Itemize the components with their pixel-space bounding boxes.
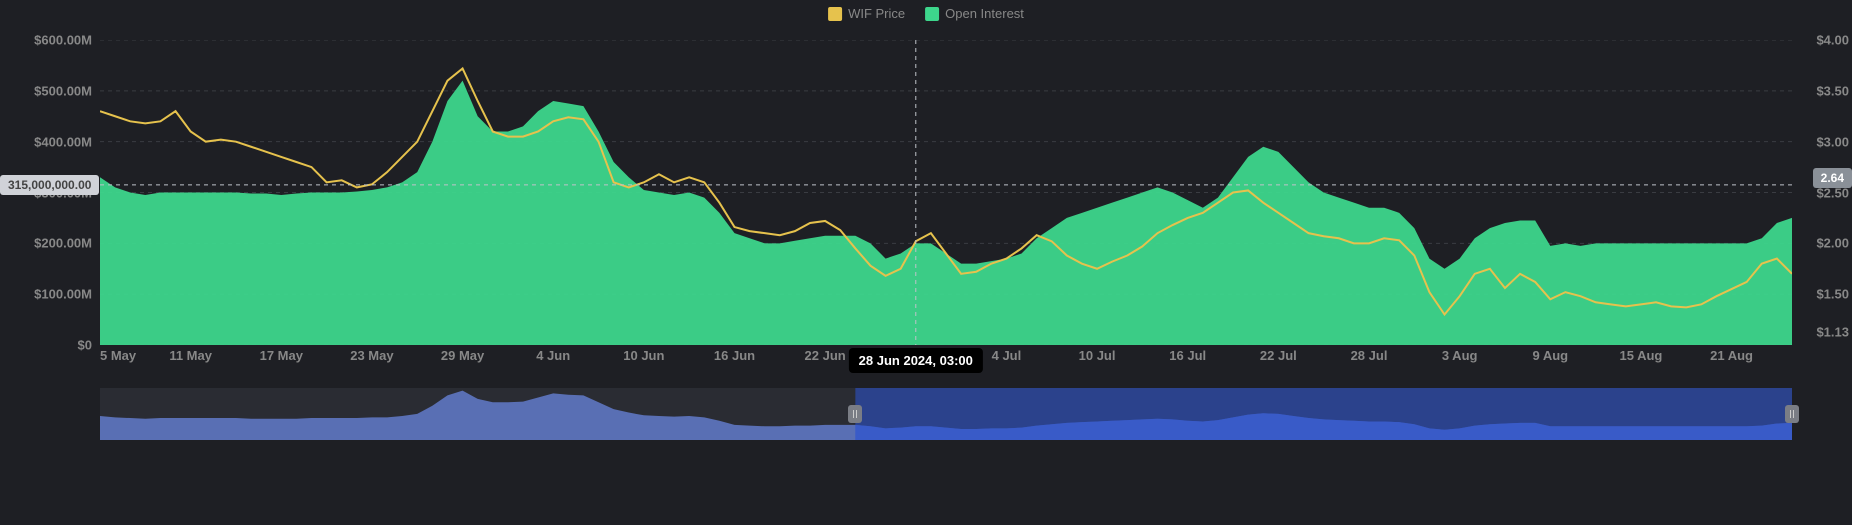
x-tick: 9 Aug	[1532, 348, 1568, 363]
x-tick: 29 May	[441, 348, 484, 363]
y-right-tick: $2.00	[1816, 236, 1849, 251]
navigator[interactable]	[100, 388, 1792, 440]
y-left-tick: $100.00M	[34, 287, 92, 302]
legend-item-price[interactable]: WIF Price	[828, 6, 905, 21]
y-left-tick: $500.00M	[34, 83, 92, 98]
x-tick: 10 Jun	[623, 348, 664, 363]
x-tick: 17 May	[260, 348, 303, 363]
navigator-handle-right[interactable]	[1785, 405, 1799, 423]
legend: WIF Price Open Interest	[828, 6, 1024, 21]
legend-label-oi: Open Interest	[945, 6, 1024, 21]
y-left-tick: $200.00M	[34, 236, 92, 251]
y-axis-right: $1.13$1.50$2.00$2.50$3.00$3.50$4.00	[1797, 40, 1852, 345]
y-right-tick: $1.13	[1816, 324, 1849, 339]
y-right-tick: $4.00	[1816, 33, 1849, 48]
y-left-tick: $400.00M	[34, 134, 92, 149]
x-tick: 23 May	[350, 348, 393, 363]
legend-swatch-oi	[925, 7, 939, 21]
legend-item-oi[interactable]: Open Interest	[925, 6, 1024, 21]
x-tick: 15 Aug	[1619, 348, 1662, 363]
x-tick: 21 Aug	[1710, 348, 1753, 363]
x-tick: 11 May	[169, 348, 212, 363]
y-right-tick: $1.50	[1816, 287, 1849, 302]
x-tick: 4 Jul	[992, 348, 1022, 363]
x-tick: 5 May	[100, 348, 136, 363]
x-tick: 16 Jul	[1169, 348, 1206, 363]
x-tick: 28 Jul	[1351, 348, 1388, 363]
callout-left-oi-value: 315,000,000.00	[0, 175, 99, 195]
legend-label-price: WIF Price	[848, 6, 905, 21]
y-left-tick: $0	[78, 338, 92, 353]
x-tick: 10 Jul	[1079, 348, 1116, 363]
x-tick: 22 Jun	[805, 348, 846, 363]
plot-area[interactable]	[100, 40, 1792, 345]
x-tick: 3 Aug	[1442, 348, 1478, 363]
crosshair-tooltip: 28 Jun 2024, 03:00	[849, 348, 983, 373]
callout-right-price-value: 2.64	[1813, 168, 1852, 188]
chart-container: WIF Price Open Interest $0 $100.00M $200.0…	[0, 0, 1852, 525]
x-tick: 4 Jun	[536, 348, 570, 363]
y-left-tick: $600.00M	[34, 33, 92, 48]
x-tick: 16 Jun	[714, 348, 755, 363]
y-right-tick: $3.00	[1816, 134, 1849, 149]
x-tick: 22 Jul	[1260, 348, 1297, 363]
y-right-tick: $3.50	[1816, 83, 1849, 98]
legend-swatch-price	[828, 7, 842, 21]
navigator-handle-left[interactable]	[848, 405, 862, 423]
